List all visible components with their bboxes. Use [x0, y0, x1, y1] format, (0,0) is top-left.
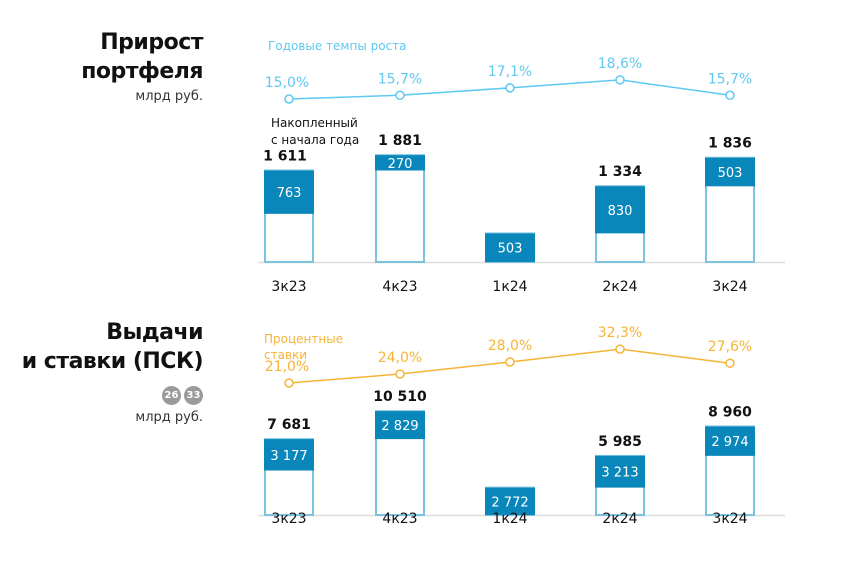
bar-total-label: 5 985: [598, 434, 642, 450]
line-point-label: 17,1%: [488, 64, 532, 80]
line-point: [725, 358, 735, 368]
bar-segment: [375, 411, 425, 440]
bar-total-label: 1 334: [598, 164, 642, 180]
bar-segment: [485, 233, 535, 262]
bar-segment-label: 3 177: [270, 449, 307, 464]
bar-total-label: 10 510: [373, 389, 427, 405]
line-point-label: 21,0%: [265, 359, 309, 375]
bar-series-label: с начала года: [271, 133, 359, 147]
title-line: и ставки (ПСК): [21, 349, 204, 374]
line-point: [505, 83, 515, 93]
line-point-label: 18,6%: [598, 56, 642, 72]
line-point: [284, 94, 294, 104]
line-point-label: 15,7%: [378, 71, 422, 87]
footnote-badges: 26 33: [162, 386, 203, 405]
line-point-label: 15,0%: [265, 75, 309, 91]
line-point-label: 27,6%: [708, 339, 752, 355]
line-point: [284, 378, 294, 388]
bar-segment-label: 503: [498, 242, 523, 257]
bar-segment: [705, 426, 755, 456]
bar-total-label: 1 836: [708, 136, 752, 152]
bar-segment: [705, 157, 755, 187]
line-point: [615, 344, 625, 354]
bar-segment: [595, 455, 645, 488]
x-tick-label: 3к23: [271, 279, 306, 295]
bar-segment-label: 2 829: [381, 419, 418, 434]
bar-segment: [264, 439, 314, 471]
section2-unit: млрд руб.: [135, 410, 203, 425]
footnote-badge[interactable]: 33: [184, 386, 203, 405]
bar-total-label: 1 611: [263, 148, 307, 164]
bar-segment-label: 3 213: [601, 466, 638, 481]
bar-segment-label: 503: [718, 166, 743, 181]
line-point: [395, 369, 405, 379]
bar-segment-label: 270: [388, 157, 413, 172]
bar-total-label: 7 681: [267, 417, 311, 433]
x-tick-label: 3к24: [712, 279, 747, 295]
title-line: портфеля: [81, 59, 203, 84]
x-tick-label: 2к24: [602, 511, 637, 527]
line-point-label: 28,0%: [488, 338, 532, 354]
x-tick-label: 1к24: [492, 511, 527, 527]
line-series-label: Процентные: [264, 332, 343, 346]
section1-unit: млрд руб.: [135, 89, 203, 104]
x-tick-label: 2к24: [602, 279, 637, 295]
bar-segment-label: 830: [608, 204, 633, 219]
bar-segment-label: 763: [277, 186, 302, 201]
bar-segment-label: 2 974: [711, 435, 748, 450]
line-point: [395, 90, 405, 101]
bar-total-label: 8 960: [708, 404, 752, 420]
footnote-badge[interactable]: 26: [162, 386, 181, 405]
x-tick-label: 3к23: [271, 511, 306, 527]
x-tick-label: 3к24: [712, 511, 747, 527]
bar-segment: [485, 487, 535, 515]
bar-total: [375, 154, 425, 263]
line-series-label: ставки: [264, 348, 307, 362]
section1-title: Прирост портфеля: [81, 28, 203, 86]
line-series-label: Годовые темпы роста: [268, 39, 407, 53]
bar-segment: [595, 186, 645, 234]
bar-total-label: 1 881: [378, 133, 422, 149]
x-tick-label: 4к23: [382, 511, 417, 527]
title-line: Прирост: [100, 30, 203, 55]
x-tick-label: 1к24: [492, 279, 527, 295]
bar-segment-label: 2 772: [491, 495, 528, 510]
bar-segment: [264, 170, 314, 214]
line-point-label: 24,0%: [378, 350, 422, 366]
line-point: [725, 90, 735, 101]
x-tick-label: 4к23: [382, 279, 417, 295]
section2-title: Выдачи и ставки (ПСК): [21, 318, 204, 376]
line-point: [615, 75, 625, 85]
bar-series-label: Накопленный: [271, 116, 358, 130]
line-point: [505, 357, 515, 367]
line-point-label: 15,7%: [708, 71, 752, 87]
bar-segment: [375, 155, 425, 171]
title-line: Выдачи: [106, 320, 203, 345]
line-point-label: 32,3%: [598, 325, 642, 341]
